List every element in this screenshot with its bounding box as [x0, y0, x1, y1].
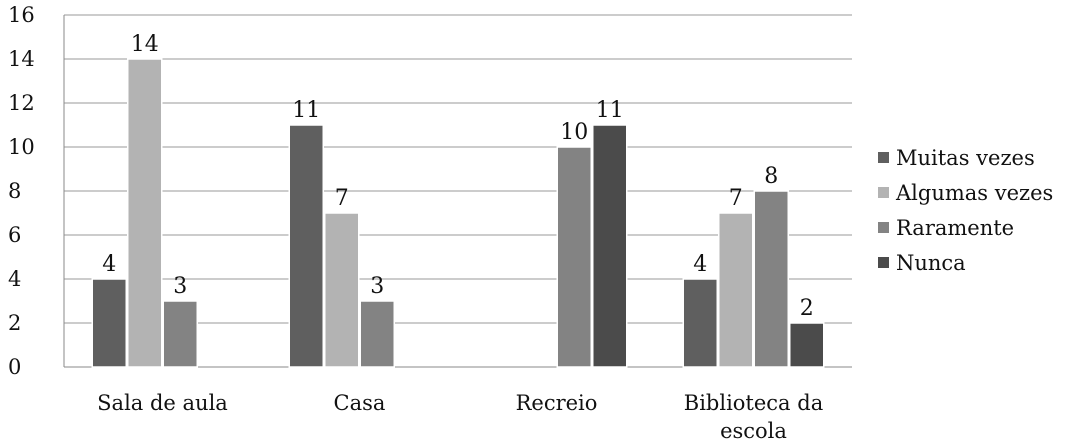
legend-swatch: [878, 187, 889, 198]
data-label: 4: [693, 252, 707, 277]
legend-label: Raramente: [896, 216, 1014, 240]
x-category-label: Biblioteca da escola: [684, 391, 823, 443]
data-label: 3: [173, 274, 187, 299]
y-tick-label: 10: [8, 135, 35, 159]
y-tick-label: 12: [8, 91, 35, 115]
legend-swatch: [878, 152, 889, 163]
y-tick-label: 6: [8, 223, 21, 247]
data-label: 11: [292, 98, 320, 123]
y-tick-label: 8: [8, 179, 21, 203]
bar: [289, 125, 323, 367]
x-category-label: Casa: [334, 391, 386, 415]
bar: [163, 301, 197, 367]
bar: [683, 279, 717, 367]
x-axis-categories: Sala de aula Casa Recreio Biblioteca da esco…: [97, 391, 823, 443]
data-label: 2: [800, 296, 814, 321]
data-label: 3: [370, 274, 384, 299]
y-tick-label: 16: [8, 3, 35, 27]
legend-label: Muitas vezes: [896, 146, 1035, 170]
data-label: 10: [560, 120, 588, 145]
bar: [790, 323, 824, 367]
legend-label: Nunca: [896, 251, 966, 275]
bar: [719, 213, 753, 367]
x-category-label: Recreio: [516, 391, 598, 415]
bars: [92, 59, 824, 367]
legend: Muitas vezes Algumas vezes Raramente Nunca: [878, 146, 1053, 275]
data-label: 7: [335, 186, 349, 211]
bar: [325, 213, 359, 367]
data-label: 7: [729, 186, 743, 211]
y-tick-label: 0: [8, 355, 21, 379]
legend-swatch: [878, 222, 889, 233]
legend-label: Algumas vezes: [895, 181, 1053, 205]
data-label: 8: [764, 164, 778, 189]
bar: [593, 125, 627, 367]
y-tick-label: 14: [8, 47, 35, 71]
bar: [557, 147, 591, 367]
x-category-label: Sala de aula: [97, 391, 228, 415]
y-tick-label: 2: [8, 311, 21, 335]
bar: [92, 279, 126, 367]
legend-swatch: [878, 257, 889, 268]
data-label: 11: [596, 98, 624, 123]
bar: [128, 59, 162, 367]
data-label: 4: [102, 252, 116, 277]
bar: [360, 301, 394, 367]
bar: [754, 191, 788, 367]
data-label: 14: [131, 32, 159, 57]
y-tick-label: 4: [8, 267, 21, 291]
y-axis-ticks: 0 2 4 6 8 10 12 14 16: [8, 3, 35, 379]
